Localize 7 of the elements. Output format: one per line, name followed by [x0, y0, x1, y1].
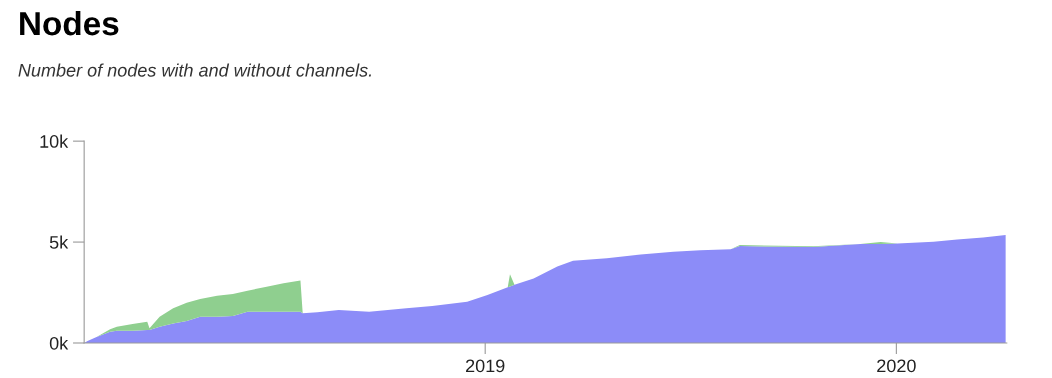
chart-title: Nodes [20, 10, 119, 36]
chart-subtitle: Number of nodes with and without channels. [18, 63, 371, 77]
x-tick-label: 2019 [466, 359, 505, 373]
y-tick-label: 5k [49, 235, 69, 249]
y-tick-label: 0k [49, 336, 69, 350]
x-tick-label: 2020 [877, 359, 916, 373]
y-tick-label: 10k [40, 134, 69, 148]
